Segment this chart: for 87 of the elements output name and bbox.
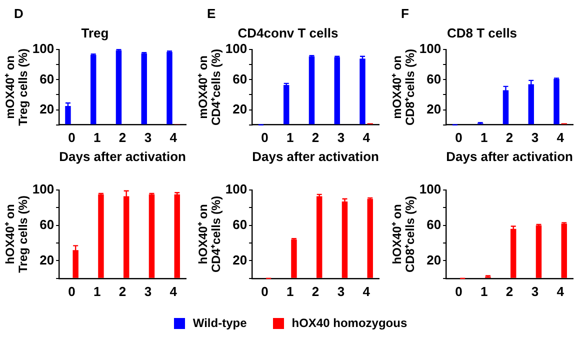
x-tick-label: 0 xyxy=(68,284,76,299)
x-tick-label: 3 xyxy=(144,284,152,299)
bar xyxy=(174,194,180,278)
bar xyxy=(536,225,542,278)
y-tick-label: 20 xyxy=(426,101,442,116)
x-tick-label: 0 xyxy=(261,130,268,146)
y-tick-label: 20 xyxy=(40,101,54,116)
x-axis-title: Days after activation xyxy=(59,148,186,164)
y-tick-label: 20 xyxy=(232,101,248,116)
y-axis-title: mOX40⁺ on CD8⁺cells (%) xyxy=(390,48,418,126)
x-tick-label: 3 xyxy=(337,284,345,299)
x-tick-label: 0 xyxy=(261,284,268,299)
bar xyxy=(65,106,71,124)
bar xyxy=(90,54,96,124)
x-tick-label: 4 xyxy=(170,284,178,299)
x-tick-label: 1 xyxy=(286,284,294,299)
y-tick-label: 60 xyxy=(426,71,442,86)
x-tick-label: 1 xyxy=(94,284,101,299)
bar xyxy=(360,58,366,124)
y-tick-label: 100 xyxy=(32,182,54,197)
text: E xyxy=(207,6,216,22)
x-tick-label: 3 xyxy=(144,130,152,146)
bar xyxy=(561,224,567,278)
chart-title: CD4conv T cells xyxy=(238,25,338,40)
x-tick-label: 1 xyxy=(286,130,294,146)
y-tick-label: 100 xyxy=(419,41,442,56)
y-tick-label: 60 xyxy=(40,216,54,232)
bar xyxy=(367,198,373,278)
x-tick-label: 0 xyxy=(455,284,462,299)
y-tick-label: 20 xyxy=(40,252,54,268)
x-tick-label: 0 xyxy=(455,130,462,146)
y-tick-label: 100 xyxy=(225,41,248,56)
y-tick-label: 60 xyxy=(40,71,54,86)
bar xyxy=(308,56,315,124)
x-tick-label: 1 xyxy=(480,130,488,146)
y-axis-title: mOX40⁺ on CD4⁺cells (%) xyxy=(196,48,224,126)
x-tick-label: 2 xyxy=(312,284,320,299)
y-tick-label: 20 xyxy=(426,252,442,268)
legend-label: hOX40 homozygous xyxy=(292,316,408,330)
y-axis-title: hOX40⁺ on CD4⁺cells (%) xyxy=(196,196,224,273)
y-tick-label: 100 xyxy=(419,182,442,197)
x-tick-label: 2 xyxy=(118,284,126,299)
x-tick-label: 1 xyxy=(480,284,488,299)
bar xyxy=(116,50,122,124)
y-tick-label: 60 xyxy=(426,216,442,232)
x-axis-title: Days after activation xyxy=(446,148,573,164)
y-axis-title: hOX40⁺ on CD8⁺cells (%) xyxy=(390,196,418,273)
chart-title: CD8 T cells xyxy=(446,25,518,40)
legend-label: Wild-type xyxy=(192,316,247,330)
bar xyxy=(554,78,560,124)
bar xyxy=(291,240,297,278)
x-tick-label: 1 xyxy=(94,130,101,146)
y-tick-label: 100 xyxy=(32,41,54,56)
y-tick-label: 100 xyxy=(225,182,248,197)
x-tick-label: 3 xyxy=(531,130,539,146)
x-tick-label: 3 xyxy=(531,284,539,299)
y-tick-label: 60 xyxy=(232,216,248,232)
bar xyxy=(141,53,147,124)
x-axis-title: Days after activation xyxy=(252,148,379,164)
x-tick-label: 4 xyxy=(362,130,371,146)
x-tick-label: 4 xyxy=(362,284,371,299)
bar xyxy=(98,194,104,278)
y-axis-title: hOX40⁺ on Treg cells (%) xyxy=(2,196,30,273)
text: F xyxy=(401,6,409,22)
x-tick-label: 2 xyxy=(506,284,514,299)
y-tick-label: 20 xyxy=(232,252,248,268)
bar xyxy=(166,52,172,124)
bar xyxy=(510,228,516,278)
bar xyxy=(502,90,509,124)
chart-title: Treg xyxy=(81,25,109,40)
bar xyxy=(148,194,155,278)
y-tick-label: 60 xyxy=(232,71,248,86)
bar xyxy=(342,201,348,278)
bar xyxy=(528,84,534,124)
text: D xyxy=(14,6,24,22)
x-tick-label: 4 xyxy=(556,284,565,299)
y-axis-title: mOX40⁺ on Treg cells (%) xyxy=(2,48,30,126)
x-tick-label: 3 xyxy=(337,130,345,146)
bar xyxy=(316,196,322,278)
x-tick-label: 2 xyxy=(118,130,126,146)
bar xyxy=(284,84,290,124)
x-tick-label: 0 xyxy=(68,130,76,146)
bar xyxy=(334,57,340,124)
x-tick-label: 4 xyxy=(556,130,565,146)
x-tick-label: 2 xyxy=(506,130,514,146)
x-tick-label: 2 xyxy=(312,130,320,146)
x-tick-label: 4 xyxy=(170,130,178,146)
